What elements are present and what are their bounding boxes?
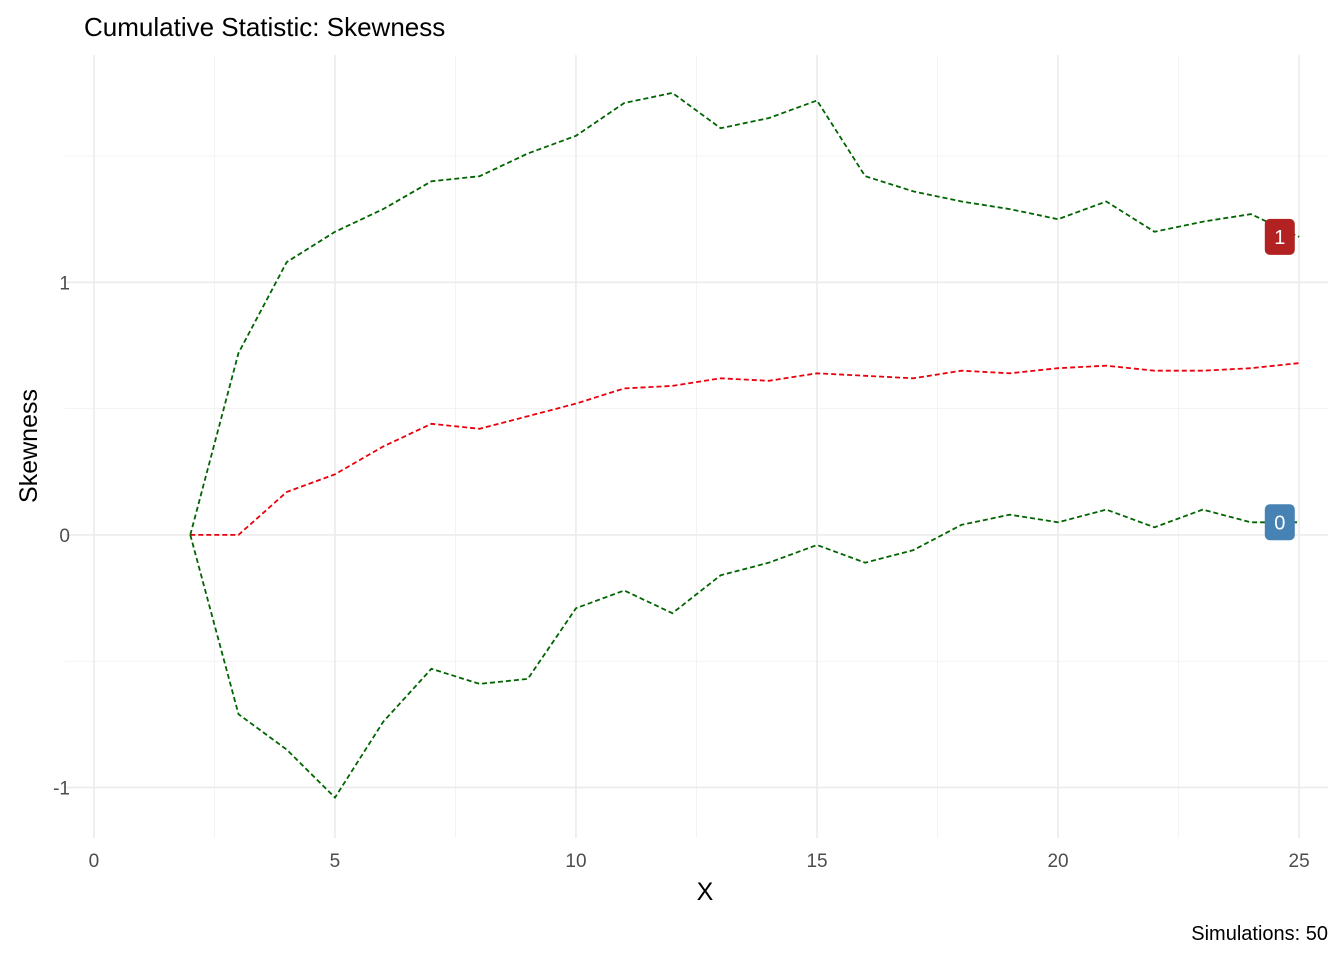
x-tick-label: 5 [330,851,341,872]
grid [65,55,1328,838]
x-tick-label: 10 [565,851,586,872]
series-line-1 [189,91,1300,536]
series-line-2 [190,362,1300,536]
y-tick-label: 1 [59,273,70,294]
end-label-background [1264,504,1295,541]
series-lines [189,91,1300,800]
y-tick-label: -1 [53,778,70,799]
caption: Simulations: 50 [1191,923,1328,945]
end-label-text: 1 [1274,227,1285,249]
series-line-3 [189,508,1300,800]
end-label-background [1264,218,1295,255]
x-axis-ticks: 0 5 10 15 20 25 [89,851,1310,872]
end-label-badge: 1 [1264,218,1295,255]
x-tick-label: 0 [89,851,100,872]
x-axis-title: X [697,878,714,906]
x-tick-label: 15 [806,851,827,872]
y-axis-title: Skewness [15,389,43,503]
end-label-text: 0 [1274,512,1285,534]
x-tick-label: 20 [1047,851,1068,872]
end-label-badge: 0 [1264,504,1295,541]
x-tick-label: 25 [1289,851,1310,872]
chart-title: Cumulative Statistic: Skewness [84,12,445,42]
y-axis-ticks: -1 0 1 [53,273,70,799]
y-tick-label: 0 [59,526,70,547]
series-end-labels: 10 [1264,218,1295,541]
